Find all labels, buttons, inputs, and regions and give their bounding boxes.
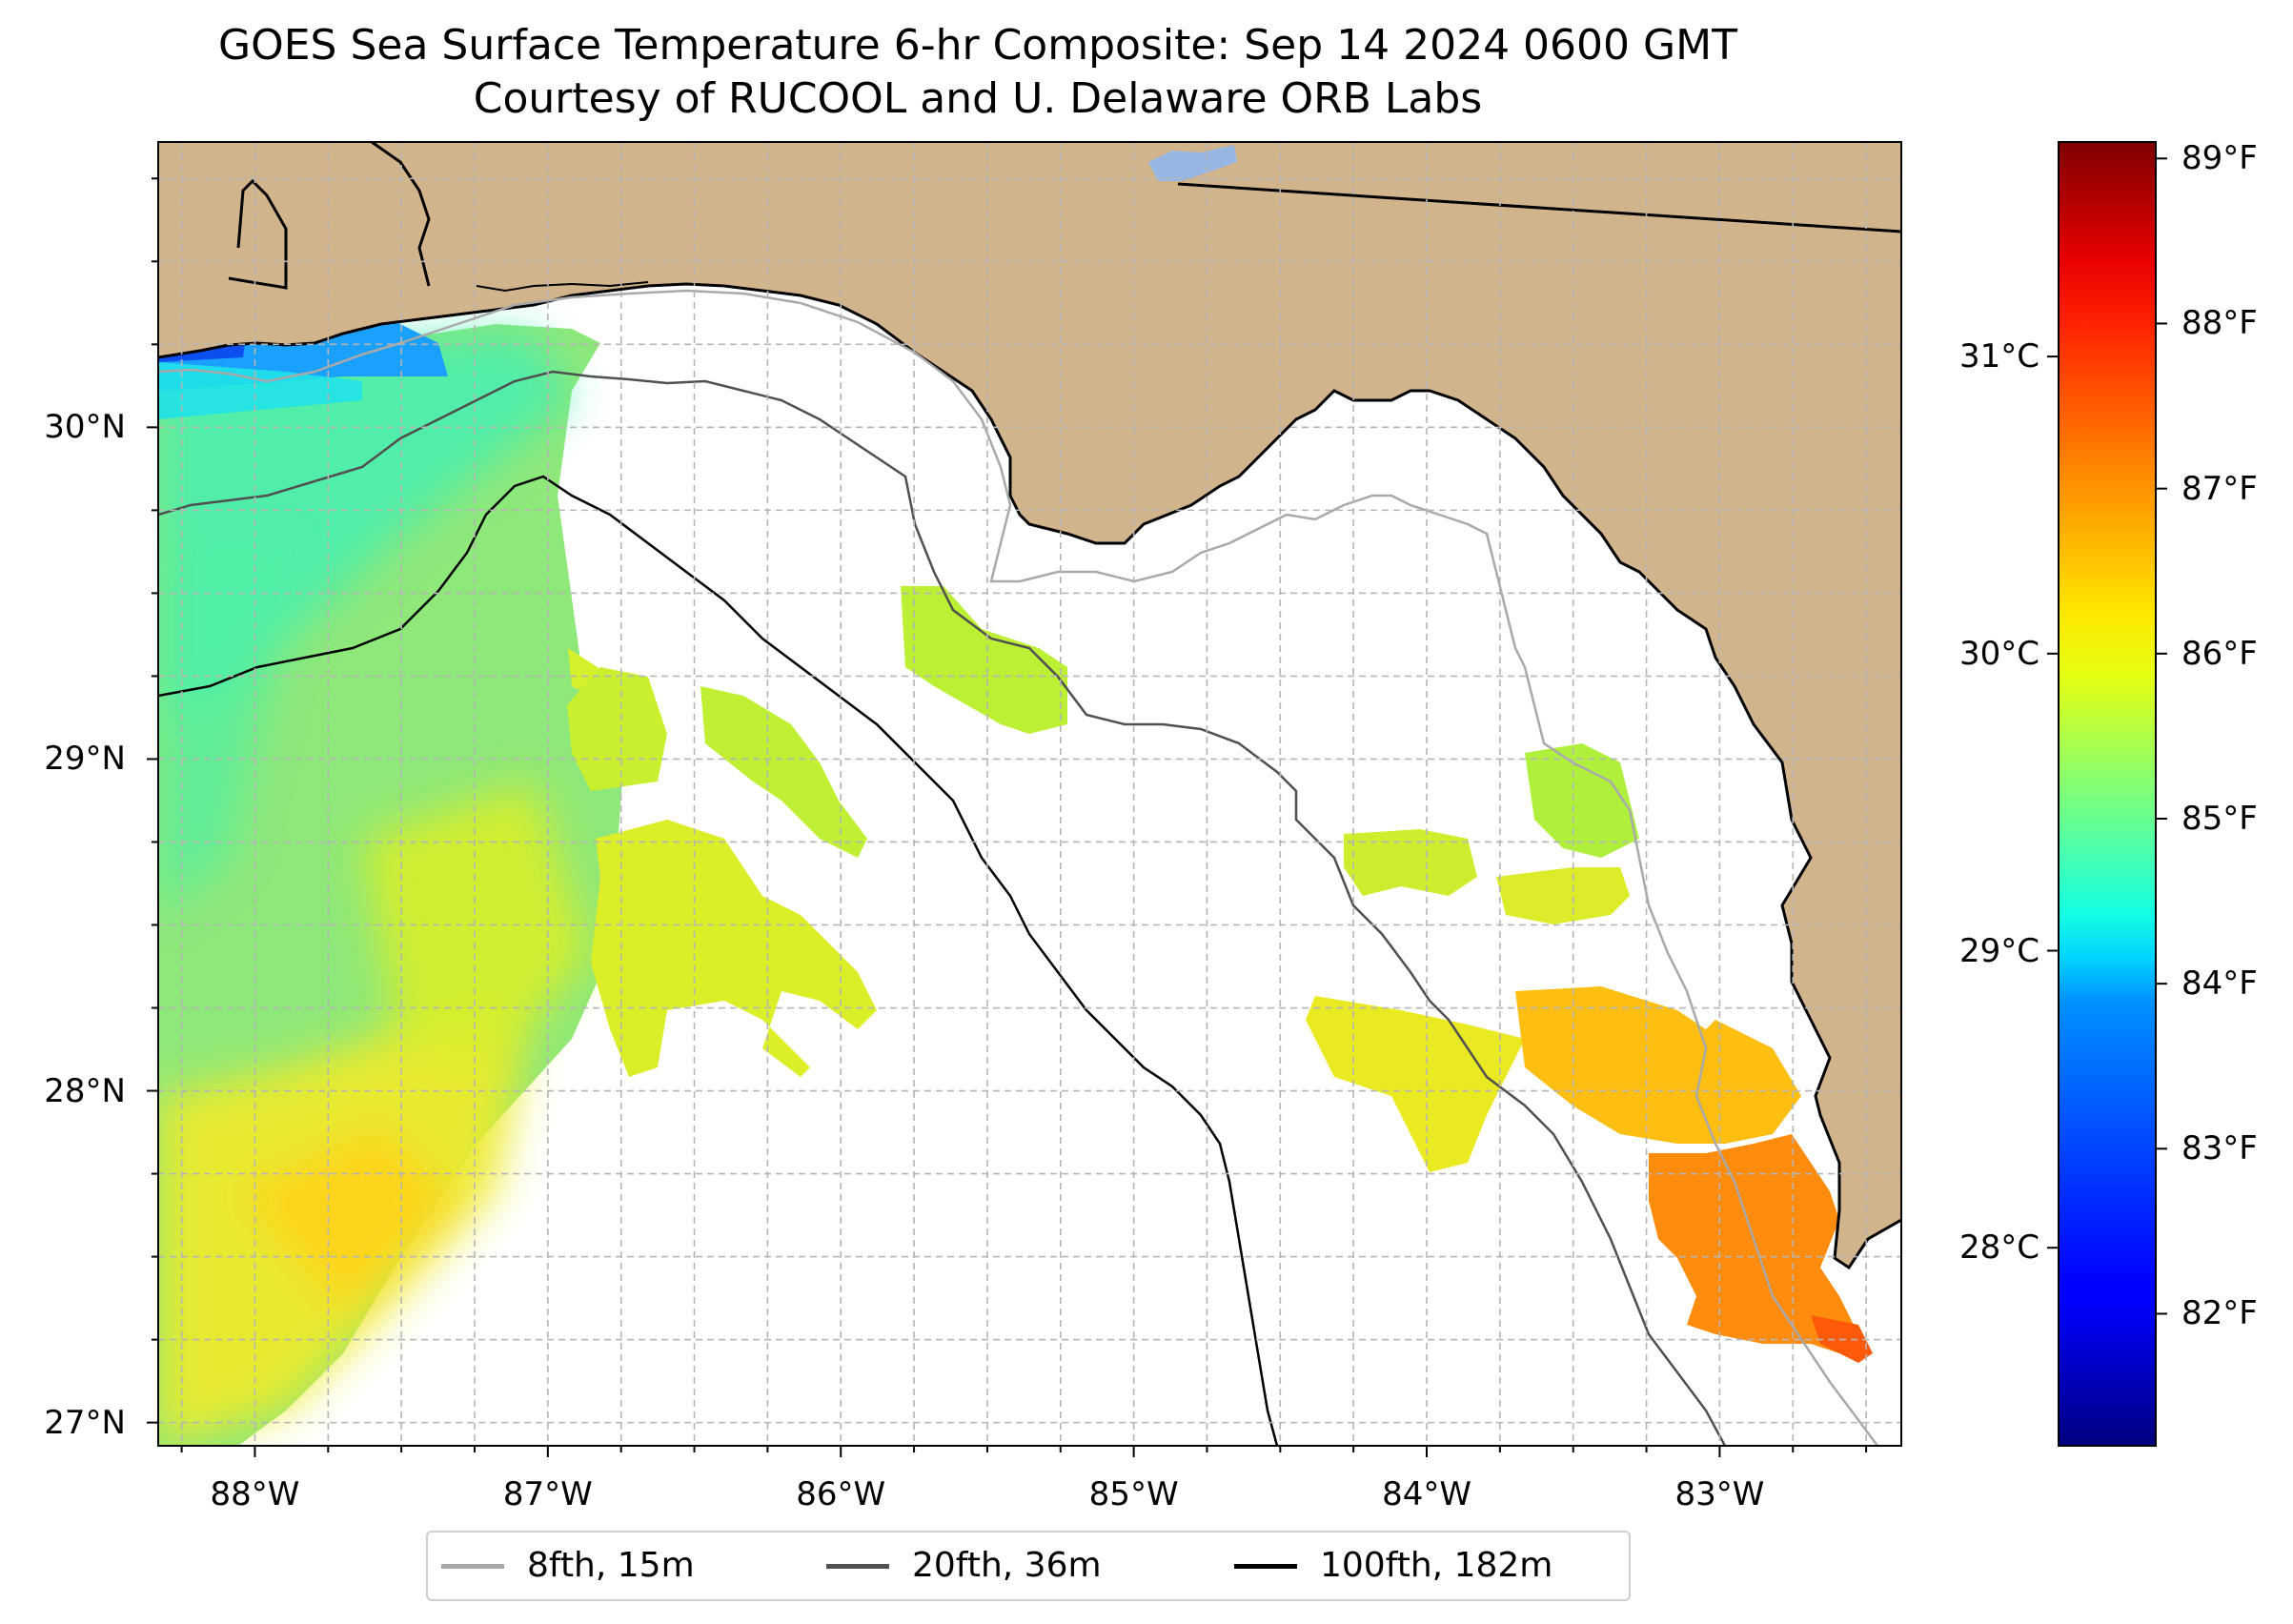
- colorbar-ticks: [2047, 157, 2167, 1315]
- legend-label: 100fth, 182m: [1320, 1546, 1553, 1585]
- lon-tick-label: 88°W: [210, 1475, 300, 1513]
- legend-item: 20fth, 36m: [826, 1533, 1102, 1599]
- legend-swatch-100fth: [1234, 1563, 1297, 1569]
- lat-tick-label: 30°N: [44, 408, 126, 447]
- lake: [1148, 145, 1237, 181]
- state-border: [1177, 182, 1901, 233]
- map-frame: [157, 141, 1902, 1447]
- colorbar-celsius-label: 30°C: [1958, 634, 2039, 673]
- legend-item: 100fth, 182m: [1234, 1533, 1552, 1599]
- map-subtitle: Courtesy of RUCOOL and U. Delaware ORB L…: [473, 74, 1483, 123]
- colorbar-fahrenheit-label: 89°F: [2181, 139, 2258, 178]
- lon-tick-label: 84°W: [1382, 1475, 1471, 1513]
- colorbar-fahrenheit-label: 84°F: [2181, 964, 2258, 1004]
- sst-field-west: [158, 276, 629, 1446]
- legend-label: 8fth, 15m: [527, 1546, 695, 1585]
- lat-tick-label: 28°N: [44, 1071, 126, 1110]
- legend-label: 20fth, 36m: [912, 1546, 1102, 1585]
- colorbar-celsius-label: 29°C: [1958, 931, 2039, 970]
- sst-patches: [567, 586, 1873, 1363]
- isobath-8fth: [158, 289, 1879, 1446]
- lon-tick-label: 86°W: [796, 1475, 886, 1513]
- lon-tick-label: 83°W: [1674, 1475, 1765, 1513]
- colorbar-fahrenheit-label: 86°F: [2181, 634, 2258, 673]
- map-ticks: [147, 177, 1868, 1457]
- legend-swatch-20fth: [826, 1563, 889, 1569]
- colorbar-fahrenheit-label: 87°F: [2181, 469, 2258, 508]
- colorbar: [2058, 141, 2157, 1447]
- colorbar-celsius-label: 31°C: [1958, 337, 2039, 376]
- map-title: GOES Sea Surface Temperature 6-hr Compos…: [218, 21, 1737, 70]
- legend-swatch-8fth: [441, 1563, 504, 1569]
- lon-tick-label: 85°W: [1088, 1475, 1179, 1513]
- map-gridlines: [158, 142, 1901, 1446]
- colorbar-fahrenheit-label: 82°F: [2181, 1294, 2258, 1333]
- colorbar-fahrenheit-label: 83°F: [2181, 1129, 2258, 1168]
- lat-tick-label: 29°N: [44, 740, 126, 779]
- colorbar-celsius-label: 28°C: [1958, 1228, 2039, 1268]
- lat-tick-label: 27°N: [44, 1403, 126, 1442]
- legend-item: 8fth, 15m: [441, 1533, 695, 1599]
- coastline: [158, 282, 1901, 1270]
- colorbar-fahrenheit-label: 85°F: [2181, 799, 2258, 838]
- colorbar-fahrenheit-label: 88°F: [2181, 304, 2258, 343]
- isobath-100fth: [158, 475, 1279, 1446]
- lon-tick-label: 87°W: [502, 1475, 593, 1513]
- isobath-legend: 8fth, 15m 20fth, 36m 100fth, 182m: [426, 1531, 1631, 1601]
